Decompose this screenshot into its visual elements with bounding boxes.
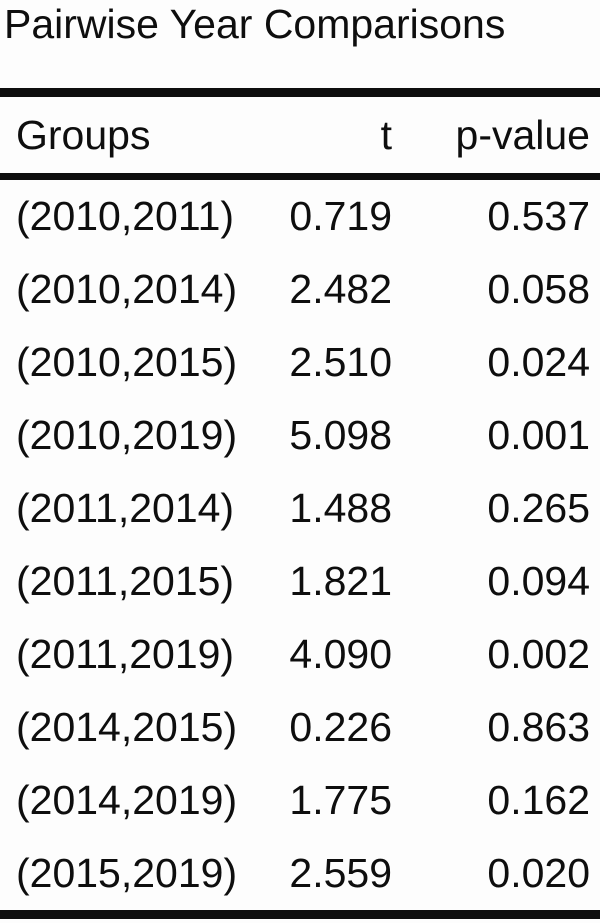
p-value-cell: 0.001 — [487, 412, 590, 458]
column-header-t: t — [380, 111, 392, 158]
t-cell: 4.090 — [289, 631, 392, 677]
table-header-row: Groups t p-value — [0, 97, 600, 180]
group-cell: (2010,2015) — [16, 339, 238, 385]
table-row: (2015,2019) 2.559 0.020 — [0, 837, 600, 910]
column-header-groups: Groups — [16, 111, 151, 158]
p-value-cell: 0.094 — [487, 558, 590, 604]
t-cell: 2.559 — [289, 850, 392, 896]
group-cell: (2010,2011) — [16, 193, 235, 239]
table-row: (2010,2019) 5.098 0.001 — [0, 399, 600, 472]
table-row: (2010,2014) 2.482 0.058 — [0, 253, 600, 326]
t-cell: 2.482 — [289, 266, 392, 312]
p-value-cell: 0.020 — [487, 850, 590, 896]
table-title: Pairwise Year Comparisons — [4, 1, 506, 47]
table-row: (2014,2015) 0.226 0.863 — [0, 691, 600, 764]
group-cell: (2011,2014) — [16, 485, 235, 531]
group-cell: (2014,2015) — [16, 704, 238, 750]
group-cell: (2010,2019) — [16, 412, 238, 458]
table-row: (2011,2019) 4.090 0.002 — [0, 618, 600, 691]
p-value-cell: 0.002 — [487, 631, 590, 677]
t-cell: 0.226 — [289, 704, 392, 750]
t-cell: 1.775 — [289, 777, 392, 823]
table-row: (2011,2015) 1.821 0.094 — [0, 545, 600, 618]
t-cell: 1.821 — [289, 558, 392, 604]
table-row: (2010,2011) 0.719 0.537 — [0, 180, 600, 253]
group-cell: (2011,2015) — [16, 558, 235, 604]
t-cell: 2.510 — [289, 339, 392, 385]
group-cell: (2010,2014) — [16, 266, 238, 312]
t-cell: 0.719 — [289, 193, 392, 239]
table-row: (2011,2014) 1.488 0.265 — [0, 472, 600, 545]
group-cell: (2015,2019) — [16, 850, 238, 896]
t-cell: 5.098 — [289, 412, 392, 458]
table-row: (2014,2019) 1.775 0.162 — [0, 764, 600, 837]
table-row: (2010,2015) 2.510 0.024 — [0, 326, 600, 399]
p-value-cell: 0.537 — [487, 193, 590, 239]
p-value-cell: 0.024 — [487, 339, 590, 385]
group-cell: (2011,2019) — [16, 631, 235, 677]
comparison-table: Groups t p-value (2010,2011) 0.719 0.537… — [0, 88, 600, 919]
p-value-cell: 0.265 — [487, 485, 590, 531]
p-value-cell: 0.863 — [487, 704, 590, 750]
p-value-cell: 0.162 — [487, 777, 590, 823]
group-cell: (2014,2019) — [16, 777, 238, 823]
p-value-cell: 0.058 — [487, 266, 590, 312]
t-cell: 1.488 — [289, 485, 392, 531]
column-header-p-value: p-value — [455, 111, 590, 158]
